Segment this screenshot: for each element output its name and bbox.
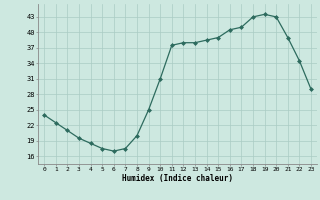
X-axis label: Humidex (Indice chaleur): Humidex (Indice chaleur) [122, 174, 233, 183]
